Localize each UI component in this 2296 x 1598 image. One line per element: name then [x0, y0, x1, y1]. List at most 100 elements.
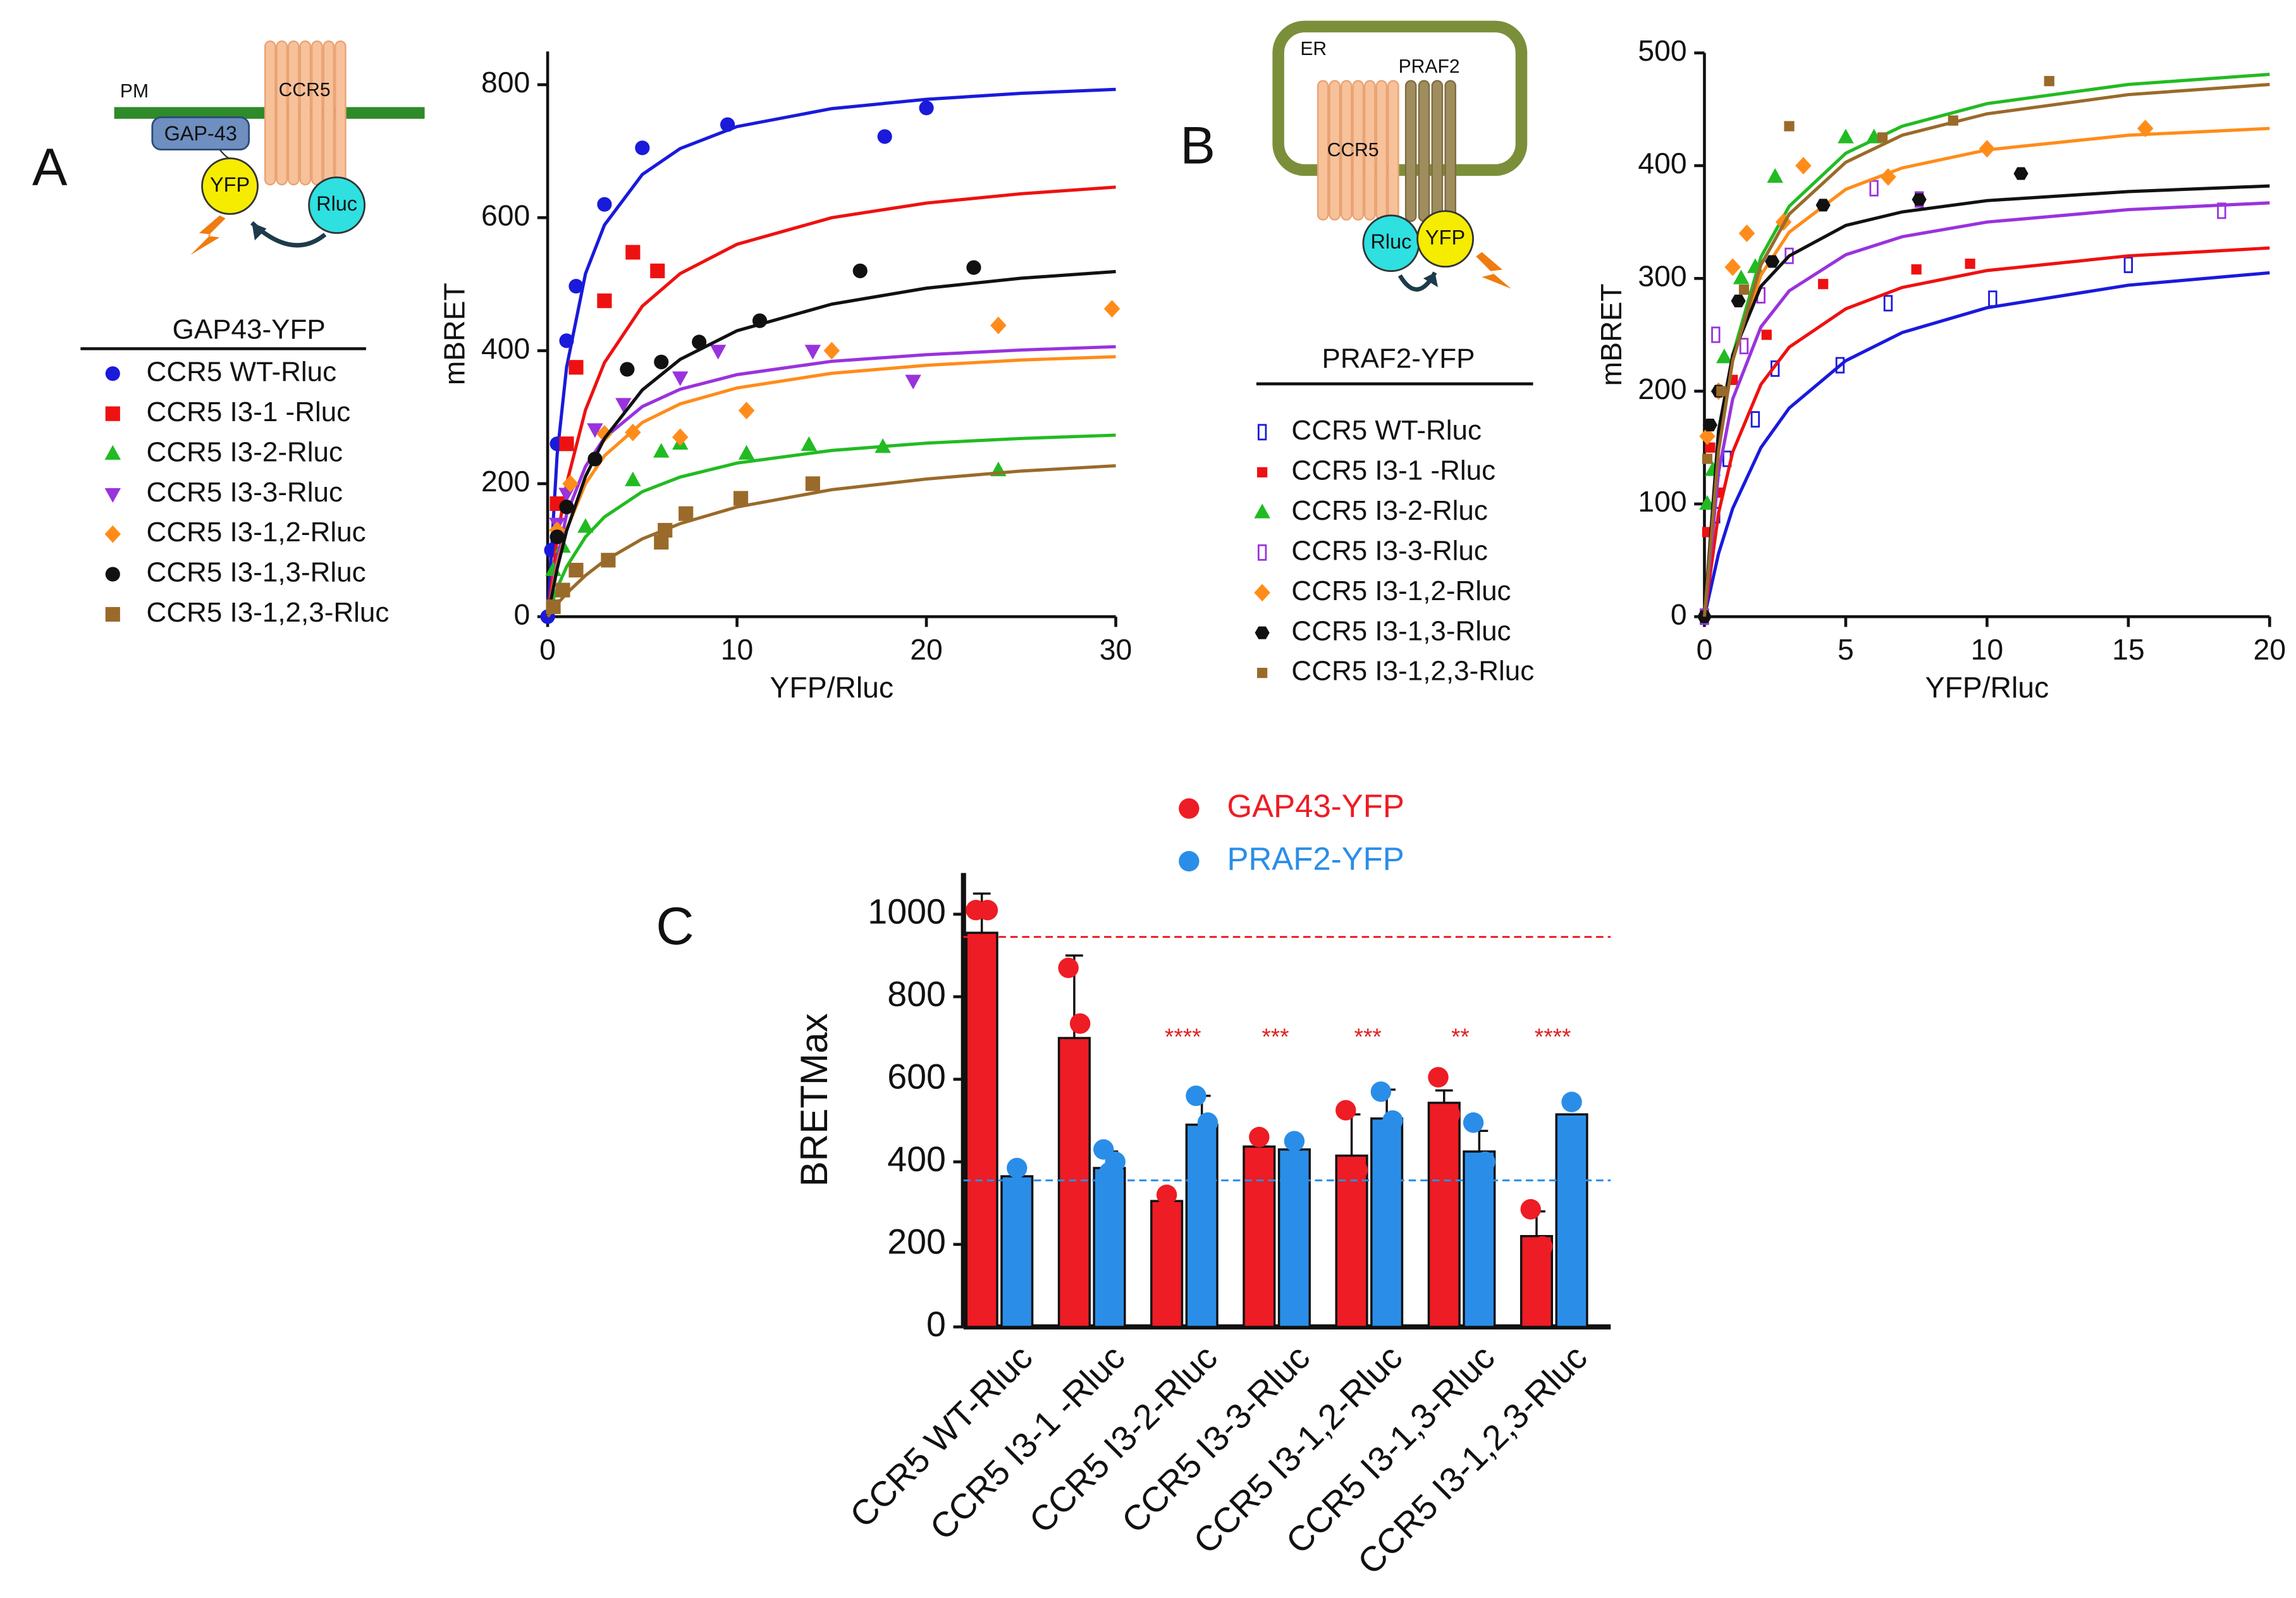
y-tick-label: 800: [481, 66, 530, 99]
marker: [1912, 193, 1927, 206]
marker: [2044, 76, 2054, 87]
data-point: [1249, 1126, 1270, 1148]
legend-marker: [105, 606, 120, 622]
data-point: [1469, 1160, 1490, 1181]
marker: [658, 522, 673, 538]
y-axis-title: mBRET: [438, 283, 471, 385]
diagram-label: ER: [1300, 39, 1327, 59]
marker: [805, 476, 820, 491]
marker: [1988, 290, 1998, 307]
y-axis-title: BRETMax: [793, 1013, 835, 1186]
x-tick-label: 10: [1971, 633, 2004, 666]
marker: [568, 563, 584, 578]
marker: [738, 445, 755, 460]
marker: [568, 278, 584, 294]
marker: [653, 443, 670, 458]
y-tick-label: 500: [1638, 34, 1686, 67]
panel-label: B: [1180, 116, 1215, 175]
marker: [1716, 348, 1733, 364]
marker: [1911, 264, 1922, 275]
data-point: [1197, 1112, 1219, 1133]
marker: [1765, 255, 1780, 268]
marker: [1699, 427, 1716, 445]
data-point: [1428, 1067, 1449, 1088]
diagram-label: GAP-43: [164, 122, 237, 145]
y-tick-label: 600: [887, 1057, 946, 1096]
data-point: [1382, 1110, 1403, 1131]
marker: [1761, 329, 1772, 340]
marker: [650, 263, 665, 278]
x-tick-label: 20: [910, 633, 943, 666]
data-point: [1156, 1184, 1177, 1205]
legend-marker: [1257, 467, 1268, 477]
legend-label: CCR5 I3-2-Rluc: [1291, 495, 1487, 526]
marker: [1784, 247, 1794, 264]
x-tick-label: 0: [1697, 633, 1713, 666]
diagram-label: YFP: [210, 173, 250, 196]
marker: [752, 313, 768, 328]
legend-label: CCR5 I3-2-Rluc: [147, 436, 343, 467]
x-tick-label: 30: [1100, 633, 1133, 666]
bar: [1000, 1175, 1034, 1329]
marker: [672, 371, 689, 386]
marker: [587, 423, 603, 438]
marker: [1838, 128, 1854, 144]
y-tick-label: 200: [887, 1222, 946, 1261]
diagram-label: CCR5: [279, 80, 331, 101]
significance: **: [1451, 1023, 1470, 1050]
legend-label: CCR5 I3-1,2-Rluc: [1291, 575, 1511, 606]
marker: [1883, 295, 1893, 312]
marker: [596, 425, 613, 443]
marker: [1702, 453, 1713, 464]
y-axis-title: mBRET: [1595, 283, 1628, 386]
legend-marker: [1254, 503, 1270, 519]
bar: [1150, 1200, 1184, 1329]
marker: [625, 471, 641, 486]
diagram-b: ER PRAF2 CCR5 Rluc YFP: [1272, 20, 1528, 292]
fit-curve: [1702, 83, 2270, 617]
legend-marker: [104, 525, 121, 543]
y-tick-label: 600: [481, 199, 530, 231]
legend-label: CCR5 I3-1,3-Rluc: [147, 557, 366, 588]
marker: [625, 245, 641, 260]
marker: [1739, 338, 1749, 355]
bar: [1057, 1036, 1091, 1329]
marker: [875, 438, 891, 453]
data-point: [1370, 1081, 1392, 1102]
data-point: [1561, 1091, 1582, 1112]
marker: [546, 599, 561, 615]
bar: [1243, 1145, 1276, 1329]
marker: [1716, 386, 1727, 396]
marker: [1738, 284, 1750, 295]
marker: [678, 506, 694, 521]
legend-marker: [104, 488, 121, 503]
legend-marker: [105, 406, 120, 421]
data-point: [1463, 1112, 1484, 1133]
bar: [1185, 1123, 1219, 1329]
bar: [965, 931, 998, 1329]
marker: [1750, 411, 1760, 428]
marker: [1880, 168, 1896, 186]
x-axis-title: YFP/Rluc: [1925, 671, 2049, 704]
legend-label: PRAF2-YFP: [1227, 840, 1404, 876]
data-point: [1284, 1131, 1305, 1152]
marker: [804, 345, 821, 360]
fit-curve: [546, 433, 1116, 617]
marker: [587, 452, 603, 467]
legend-label: CCR5 I3-1 -Rluc: [147, 396, 351, 427]
bar: [1277, 1148, 1311, 1329]
significance: ***: [1262, 1023, 1289, 1050]
marker: [559, 436, 574, 452]
marker: [692, 335, 707, 350]
marker: [1979, 140, 1996, 158]
legend-label: CCR5 WT-Rluc: [147, 356, 337, 387]
error-bar: [1342, 1113, 1361, 1156]
marker: [620, 362, 635, 377]
marker: [549, 529, 565, 544]
fit-curve: [1702, 184, 2270, 617]
diagram-label: PRAF2: [1399, 56, 1460, 77]
marker: [1835, 357, 1845, 374]
legend-label: CCR5 I3-1,3-Rluc: [1291, 615, 1511, 646]
